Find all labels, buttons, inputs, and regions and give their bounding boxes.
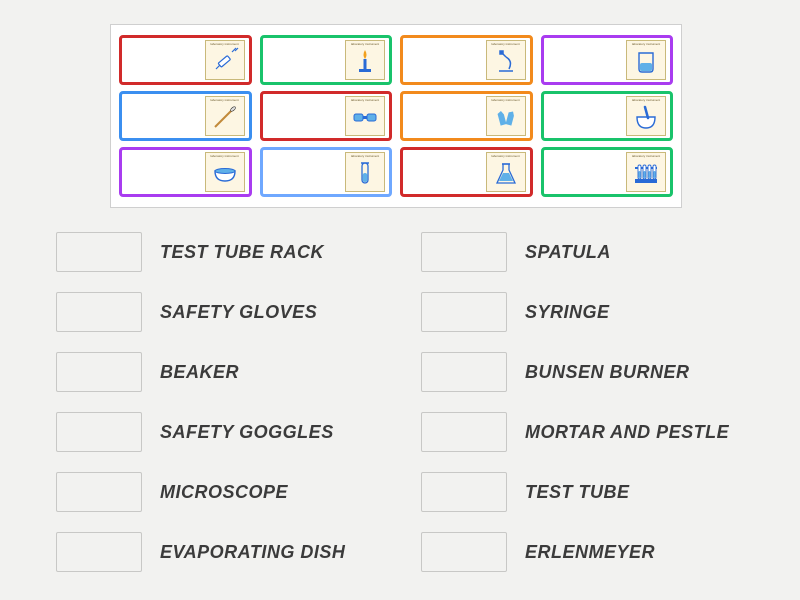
card-tiny-label: laboratory instrument <box>632 98 660 102</box>
answer-grid: TEST TUBE RACK SPATULA SAFETY GLOVES SYR… <box>56 226 746 578</box>
card-spatula[interactable]: laboratory instrument <box>119 91 252 141</box>
drop-slot[interactable] <box>421 532 507 572</box>
card-goggles[interactable]: laboratory instrument <box>260 91 393 141</box>
drop-slot[interactable] <box>421 352 507 392</box>
card-mortar[interactable]: laboratory instrument <box>541 91 674 141</box>
answer-row-left-1: SAFETY GLOVES <box>56 286 381 338</box>
card-inner-bunsen: laboratory instrument <box>345 40 385 80</box>
answer-label: EVAPORATING DISH <box>160 543 345 562</box>
card-inner-mortar: laboratory instrument <box>626 96 666 136</box>
answer-row-left-0: TEST TUBE RACK <box>56 226 381 278</box>
card-board: laboratory instrument laboratory instrum… <box>110 24 682 208</box>
answer-label: TEST TUBE RACK <box>160 243 324 262</box>
card-inner-gloves: laboratory instrument <box>486 96 526 136</box>
answer-row-right-3: MORTAR AND PESTLE <box>421 406 746 458</box>
card-inner-testtube: laboratory instrument <box>345 152 385 192</box>
answer-label: SAFETY GLOVES <box>160 303 317 322</box>
drop-slot[interactable] <box>56 292 142 332</box>
card-inner-evapdish: laboratory instrument <box>205 152 245 192</box>
drop-slot[interactable] <box>421 472 507 512</box>
drop-slot[interactable] <box>56 412 142 452</box>
card-tiny-label: laboratory instrument <box>351 154 379 158</box>
card-bunsen[interactable]: laboratory instrument <box>260 35 393 85</box>
card-tiny-label: laboratory instrument <box>491 154 519 158</box>
card-beaker[interactable]: laboratory instrument <box>541 35 674 85</box>
card-testtube[interactable]: laboratory instrument <box>260 147 393 197</box>
answer-label: SYRINGE <box>525 303 610 322</box>
card-tiny-label: laboratory instrument <box>210 154 238 158</box>
answer-row-left-5: EVAPORATING DISH <box>56 526 381 578</box>
answer-label: SPATULA <box>525 243 611 262</box>
card-tiny-label: laboratory instrument <box>491 42 519 46</box>
drop-slot[interactable] <box>421 412 507 452</box>
drop-slot[interactable] <box>56 232 142 272</box>
card-tiny-label: laboratory instrument <box>632 42 660 46</box>
answer-row-left-4: MICROSCOPE <box>56 466 381 518</box>
drop-slot[interactable] <box>56 532 142 572</box>
card-inner-spatula: laboratory instrument <box>205 96 245 136</box>
card-erlenmeyer[interactable]: laboratory instrument <box>400 147 533 197</box>
answer-row-left-2: BEAKER <box>56 346 381 398</box>
answer-row-right-4: TEST TUBE <box>421 466 746 518</box>
card-gloves[interactable]: laboratory instrument <box>400 91 533 141</box>
card-inner-microscope: laboratory instrument <box>486 40 526 80</box>
card-tiny-label: laboratory instrument <box>632 154 660 158</box>
answer-label: BUNSEN BURNER <box>525 363 690 382</box>
drop-slot[interactable] <box>421 232 507 272</box>
card-inner-goggles: laboratory instrument <box>345 96 385 136</box>
card-tiny-label: laboratory instrument <box>351 98 379 102</box>
drop-slot[interactable] <box>421 292 507 332</box>
card-inner-erlenmeyer: laboratory instrument <box>486 152 526 192</box>
answer-label: SAFETY GOGGLES <box>160 423 334 442</box>
card-tiny-label: laboratory instrument <box>491 98 519 102</box>
card-inner-beaker: laboratory instrument <box>626 40 666 80</box>
card-inner-syringe: laboratory instrument <box>205 40 245 80</box>
answer-label: BEAKER <box>160 363 239 382</box>
answer-row-right-5: ERLENMEYER <box>421 526 746 578</box>
answer-row-right-1: SYRINGE <box>421 286 746 338</box>
answer-label: MICROSCOPE <box>160 483 288 502</box>
card-rack[interactable]: laboratory instrument <box>541 147 674 197</box>
card-tiny-label: laboratory instrument <box>351 42 379 46</box>
answer-label: ERLENMEYER <box>525 543 655 562</box>
answer-row-left-3: SAFETY GOGGLES <box>56 406 381 458</box>
card-syringe[interactable]: laboratory instrument <box>119 35 252 85</box>
answer-row-right-2: BUNSEN BURNER <box>421 346 746 398</box>
drop-slot[interactable] <box>56 352 142 392</box>
card-evapdish[interactable]: laboratory instrument <box>119 147 252 197</box>
card-tiny-label: laboratory instrument <box>210 98 238 102</box>
card-tiny-label: laboratory instrument <box>210 42 238 46</box>
answer-row-right-0: SPATULA <box>421 226 746 278</box>
answer-label: TEST TUBE <box>525 483 630 502</box>
card-microscope[interactable]: laboratory instrument <box>400 35 533 85</box>
drop-slot[interactable] <box>56 472 142 512</box>
answer-label: MORTAR AND PESTLE <box>525 423 729 442</box>
card-inner-rack: laboratory instrument <box>626 152 666 192</box>
